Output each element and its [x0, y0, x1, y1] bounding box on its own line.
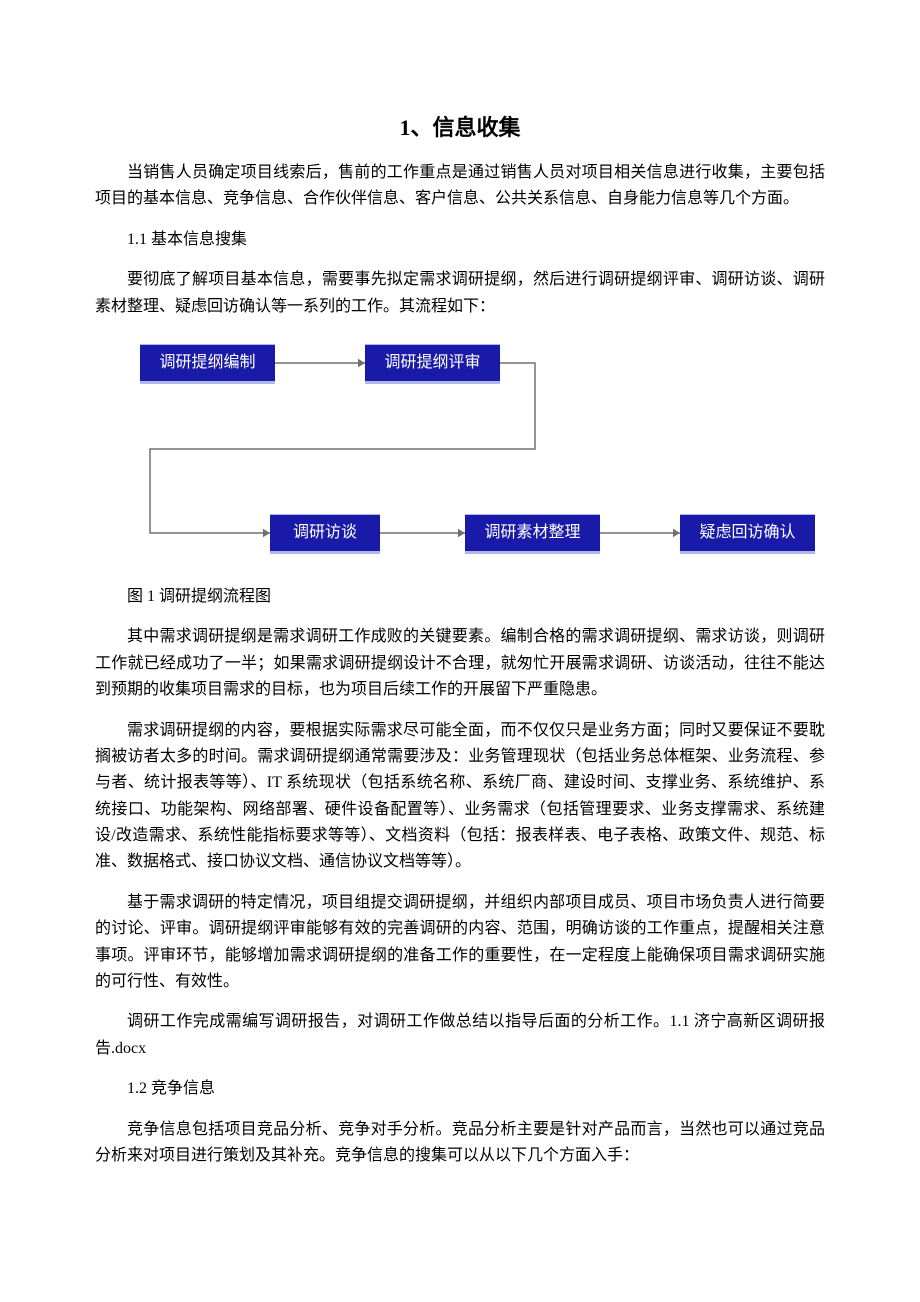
flowchart-node: 调研访谈 [270, 514, 380, 554]
section-heading-1-1: 1.1 基本信息搜集 [95, 227, 825, 253]
paragraph: 调研工作完成需编写调研报告，对调研工作做总结以指导后面的分析工作。1.1 济宁高… [95, 1009, 825, 1062]
document-page: 1、信息收集 当销售人员确定项目线索后，售前的工作重点是通过销售人员对项目相关信… [0, 0, 920, 1243]
paragraph: 要彻底了解项目基本信息，需要事先拟定需求调研提纲，然后进行调研提纲评审、调研访谈… [95, 267, 825, 320]
section-heading-1-2: 1.2 竞争信息 [95, 1076, 825, 1102]
paragraph: 其中需求调研提纲是需求调研工作成败的关键要素。编制合格的需求调研提纲、需求访谈，… [95, 624, 825, 703]
paragraph: 当销售人员确定项目线索后，售前的工作重点是通过销售人员对项目相关信息进行收集，主… [95, 160, 825, 213]
flowchart-node: 调研提纲评审 [365, 344, 500, 384]
flowchart-node: 调研素材整理 [465, 514, 600, 554]
flowchart-node: 疑虑回访确认 [680, 514, 815, 554]
paragraph: 基于需求调研的特定情况，项目组提交调研提纲，并组织内部项目成员、项目市场负责人进… [95, 890, 825, 996]
paragraph: 竞争信息包括项目竞品分析、竞争对手分析。竞品分析主要是针对产品而言，当然也可以通… [95, 1117, 825, 1170]
paragraph: 需求调研提纲的内容，要根据实际需求尽可能全面，而不仅仅只是业务方面；同时又要保证… [95, 718, 825, 876]
figure-caption: 图 1 调研提纲流程图 [127, 584, 825, 610]
flowchart-diagram: 调研提纲编制 调研提纲评审调研访谈 调研素材整理 疑虑回访确认 [95, 334, 825, 574]
page-title: 1、信息收集 [95, 110, 825, 142]
flowchart-node: 调研提纲编制 [140, 344, 275, 384]
